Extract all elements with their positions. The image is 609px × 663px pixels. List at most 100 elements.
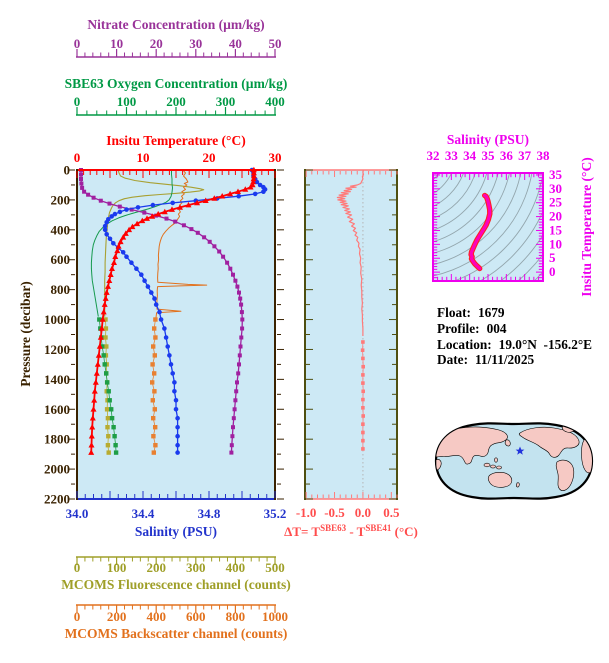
pressure-tick-label: 1600	[44, 402, 70, 417]
salinity-profile-markers	[102, 167, 268, 455]
temperature-tick-label: 30	[269, 150, 282, 165]
float-info-block: Float: 1679 Profile: 004 Location: 19.0°N -…	[437, 305, 592, 368]
oxygen-tick-label: 300	[216, 94, 236, 109]
pressure-axis-title: Pressure (decibar)	[18, 281, 33, 387]
oxygen-tick-label: 100	[117, 94, 137, 109]
landmass-japan	[504, 439, 511, 447]
ts-salinity-tick-label: 32	[427, 148, 440, 163]
salinity-axis-title: Salinity (PSU)	[135, 524, 217, 539]
pressure-tick-label: 1400	[44, 372, 70, 387]
info-label: Profile:	[437, 320, 480, 336]
info-value: 004	[486, 320, 507, 336]
landmass-indonesia	[483, 462, 491, 468]
info-label: Location:	[437, 336, 492, 352]
landmass-south-america	[555, 459, 575, 491]
info-line-location: Location: 19.0°N -156.2°E	[437, 337, 592, 353]
ts-temperature-tick-label: 30	[549, 181, 562, 196]
delta-t-deep-samples-markers	[360, 340, 365, 451]
landmass-australia	[487, 472, 513, 488]
temperature-axis-ticks	[76, 171, 276, 178]
pressure-tick-label: 2200	[44, 492, 70, 507]
temperature-axis-title: Insitu Temperature (°C)	[106, 133, 245, 148]
backscatter-deep-samples-markers	[150, 317, 158, 455]
landmass-indonesia	[490, 464, 496, 469]
nitrate-tick-label: 0	[74, 36, 81, 51]
backscatter-tick-label: 600	[186, 609, 206, 624]
pressure-tick-label: 600	[51, 252, 71, 267]
landmass-eurasia	[436, 426, 508, 465]
ts-temperature-tick-label: 20	[549, 209, 562, 224]
delta-t-axis-ticks	[305, 171, 398, 498]
salinity-tick-label: 34.4	[132, 506, 155, 521]
fluorescence-deep-samples-line	[105, 319, 110, 453]
backscatter-axis-title: MCOMS Backscatter channel (counts)	[65, 626, 288, 641]
pressure-tick-label: 200	[51, 192, 71, 207]
ts-salinity-ticks	[432, 174, 544, 280]
landmass-new-zealand	[516, 482, 520, 488]
ts-salinity-tick-label: 38	[537, 148, 551, 163]
oxygen-axis-title: SBE63 Oxygen Concentration (µm/kg)	[65, 76, 288, 91]
pressure-tick-label: 800	[51, 282, 71, 297]
backscatter-tick-label: 400	[146, 609, 166, 624]
backscatter-tick-label: 200	[107, 609, 127, 624]
fluorescence-tick-label: 400	[226, 560, 246, 575]
info-line-date: Date: 11/11/2025	[437, 352, 592, 368]
delta-t-tick-label: 0.0	[355, 505, 371, 520]
info-value: 11/11/2025	[475, 352, 535, 368]
delta-t-axis-title: ΔT= TSBE63 - TSBE41 (°C)	[284, 523, 418, 539]
float-location-star	[515, 446, 525, 455]
pressure-tick-label: 1000	[44, 312, 70, 327]
ts-temperature-tick-label: 5	[549, 250, 556, 265]
oxygen-tick-label: 200	[166, 94, 186, 109]
pressure-tick-label: 0	[64, 163, 71, 178]
ts-salinity-tick-label: 36	[500, 148, 514, 163]
oxygen-tick-label: 0	[74, 94, 81, 109]
landmass-indonesia	[496, 465, 502, 470]
backscatter-axis-ticks	[76, 605, 276, 613]
world-map	[434, 422, 594, 500]
ts-temperature-tick-label: 0	[549, 264, 556, 279]
oxygen-deep-samples-line	[98, 319, 117, 453]
delta-t-tick-label: -1.0	[296, 505, 317, 520]
backscatter-deep-samples-line	[151, 319, 156, 453]
info-label: Date:	[437, 352, 469, 368]
ts-temperature-tick-label: 15	[549, 222, 563, 237]
nitrate-tick-label: 30	[189, 36, 202, 51]
oxygen-tick-label: 400	[265, 94, 285, 109]
fluorescence-tick-label: 0	[74, 560, 81, 575]
salinity-tick-label: 35.2	[264, 506, 287, 521]
landmass-philippines	[494, 457, 498, 463]
ts-curve	[469, 193, 492, 271]
pressure-axis-ticks	[68, 169, 284, 500]
ts-temperature-tick-label: 35	[549, 167, 563, 182]
fluorescence-axis-ticks	[76, 557, 276, 565]
ts-border	[432, 172, 544, 282]
salinity-axis-ticks	[76, 491, 276, 498]
ts-salinity-tick-label: 35	[482, 148, 496, 163]
backscatter-profile-line	[155, 169, 208, 320]
oxygen-axis-ticks	[76, 107, 276, 115]
temperature-profile-markers	[88, 166, 257, 455]
fluorescence-profile-line	[104, 169, 205, 317]
ts-temperature-axis-title: Insitu Temperature (°C)	[579, 157, 594, 296]
ts-temperature-tick-label: 25	[549, 195, 563, 210]
delta-t-plot-area	[305, 170, 397, 499]
delta-t-tick-label: -0.5	[324, 505, 345, 520]
pressure-tick-label: 1800	[44, 432, 70, 447]
ts-salinity-tick-label: 33	[445, 148, 459, 163]
pressure-tick-label: 2000	[44, 462, 70, 477]
info-label: Float:	[437, 305, 471, 320]
info-value: 19.0°N -156.2°E	[498, 336, 593, 352]
info-line-profile: Profile: 004	[437, 321, 592, 337]
fluorescence-axis-title: MCOMS Fluorescence channel (counts)	[61, 577, 291, 592]
info-line-float: Float: 1679	[437, 305, 592, 321]
nitrate-tick-label: 10	[110, 36, 123, 51]
salinity-tick-label: 34.8	[198, 506, 221, 521]
nitrate-axis-title: Nitrate Concentration (µm/kg)	[87, 17, 264, 32]
pressure-tick-label: 400	[51, 222, 71, 237]
backscatter-tick-label: 0	[74, 609, 81, 624]
backscatter-tick-label: 1000	[262, 609, 288, 624]
nitrate-tick-label: 40	[229, 36, 242, 51]
